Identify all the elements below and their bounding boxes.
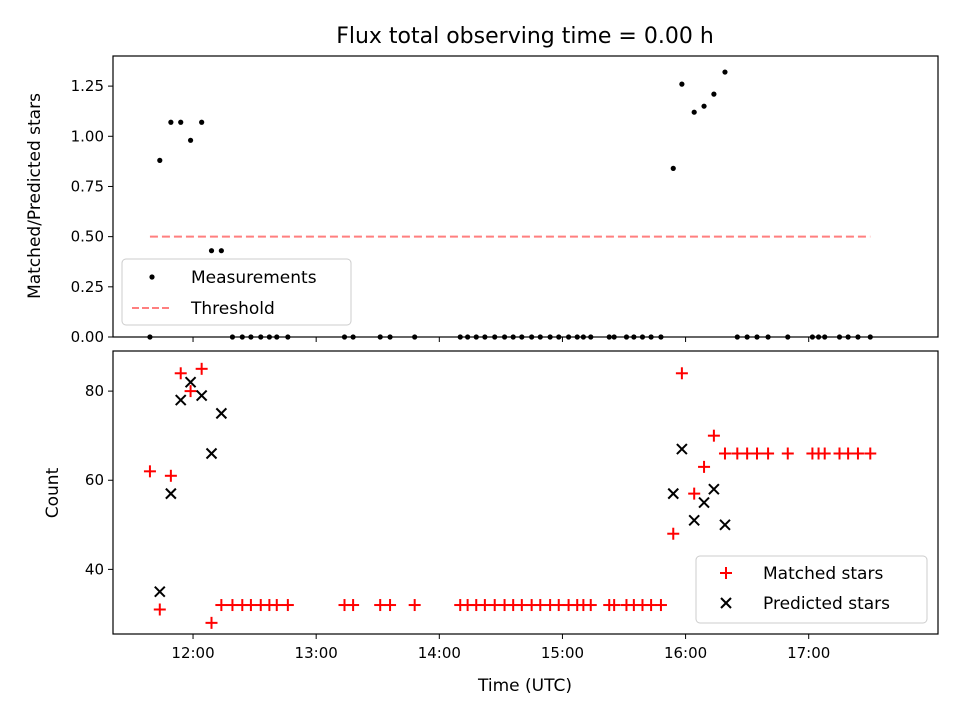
measurement-point xyxy=(187,137,194,143)
matched-star-point xyxy=(195,362,208,375)
matched-star-point xyxy=(215,599,228,612)
matched-star-point xyxy=(698,460,711,473)
legend-label-matched: Matched stars xyxy=(763,564,883,584)
x-tick-label: 15:00 xyxy=(541,644,584,662)
measurement-point xyxy=(670,165,676,171)
measurement-point xyxy=(722,69,728,75)
matched-star-point xyxy=(781,447,794,460)
predicted-star-point xyxy=(698,496,710,509)
measurement-point xyxy=(157,157,163,163)
legend-label-measurements: Measurements xyxy=(191,268,317,288)
matched-star-point xyxy=(688,487,701,500)
top-y-tick-label: 0.50 xyxy=(71,228,104,246)
predicted-star-point xyxy=(205,447,218,460)
top-y-tick-label: 0.25 xyxy=(71,278,104,296)
top-y-ticks: 0.00 0.25 0.50 0.75 1.00 1.25 xyxy=(71,77,113,346)
predicted-star-point xyxy=(676,443,688,455)
measurement-point xyxy=(691,109,697,115)
matched-star-point xyxy=(153,603,166,616)
predicted-star-point xyxy=(175,394,187,406)
matched-star-point xyxy=(675,367,688,380)
matched-star-point xyxy=(270,599,283,612)
legend-marker-predicted xyxy=(720,597,732,609)
matched-star-point xyxy=(408,599,421,612)
legend-marker-matched xyxy=(720,567,732,579)
bottom-y-tick-label: 80 xyxy=(85,382,104,400)
predicted-star-point xyxy=(708,483,720,495)
bottom-y-tick-label: 40 xyxy=(85,560,104,578)
chart-title: Flux total observing time = 0.00 h xyxy=(336,24,714,49)
predicted-star-point xyxy=(688,514,700,527)
measurement-point xyxy=(168,119,174,125)
matched-star-point xyxy=(347,599,360,612)
measurement-point xyxy=(711,91,717,97)
predicted-star-point xyxy=(165,487,177,500)
top-x-ticks xyxy=(192,337,810,342)
x-tick-label: 17:00 xyxy=(787,644,830,662)
measurement-point xyxy=(679,81,685,87)
top-legend: Measurements Threshold xyxy=(121,258,352,326)
measurement-point xyxy=(218,248,224,254)
matched-star-point xyxy=(750,447,763,460)
matched-star-point xyxy=(818,447,831,460)
bottom-x-ticks: 12:00 13:00 14:00 15:00 16:00 17:00 xyxy=(171,634,830,662)
predicted-star-point xyxy=(667,487,679,500)
matched-star-point xyxy=(864,447,877,460)
matched-star-point xyxy=(384,599,397,612)
predicted-star-point xyxy=(215,407,228,420)
bottom-legend: Matched stars Predicted stars xyxy=(695,555,928,624)
matched-star-point xyxy=(205,616,218,629)
predicted-star-point xyxy=(195,389,208,402)
top-panel: Flux total observing time = 0.00 h Match… xyxy=(25,24,939,346)
matched-star-point xyxy=(654,599,667,612)
bottom-y-axis-label: Count xyxy=(43,467,63,518)
measurement-point xyxy=(199,119,205,125)
top-y-tick-label: 1.25 xyxy=(71,77,104,95)
x-tick-label: 13:00 xyxy=(295,644,338,662)
top-y-tick-label: 1.00 xyxy=(71,127,104,145)
bottom-plot-area xyxy=(143,362,877,629)
predicted-star-point xyxy=(154,585,166,598)
bottom-y-ticks: 40 60 80 xyxy=(85,382,113,578)
bottom-axes-frame xyxy=(112,350,939,635)
legend-label-threshold: Threshold xyxy=(190,299,275,319)
matched-star-point xyxy=(281,599,294,612)
matched-star-point xyxy=(174,367,187,380)
legend-label-predicted: Predicted stars xyxy=(763,594,890,614)
matched-star-point xyxy=(184,385,197,398)
matched-star-point xyxy=(164,469,177,482)
matched-star-point xyxy=(608,599,621,612)
measurement-point xyxy=(208,248,215,254)
matched-star-point xyxy=(718,447,731,460)
matched-star-point xyxy=(667,527,680,540)
x-tick-label: 12:00 xyxy=(171,644,214,662)
x-tick-label: 16:00 xyxy=(664,644,707,662)
matched-star-point xyxy=(707,429,720,442)
matched-star-point xyxy=(762,447,775,460)
x-tick-label: 14:00 xyxy=(418,644,461,662)
x-axis-label: Time (UTC) xyxy=(477,676,572,696)
matched-star-point xyxy=(143,465,156,478)
top-y-tick-label: 0.75 xyxy=(71,177,104,195)
predicted-star-point xyxy=(719,519,731,531)
top-y-tick-label: 0.00 xyxy=(71,328,104,346)
bottom-legend-box xyxy=(695,555,928,624)
matched-star-point xyxy=(851,447,864,460)
bottom-y-tick-label: 60 xyxy=(85,471,104,489)
predicted-star-point xyxy=(184,376,197,388)
measurement-point xyxy=(701,103,707,109)
legend-marker-measurements xyxy=(149,274,155,280)
top-legend-box xyxy=(121,258,352,326)
top-axes-frame xyxy=(112,55,939,338)
matched-star-point xyxy=(584,599,597,612)
top-y-axis-label: Matched/Predicted stars xyxy=(25,93,45,299)
measurement-point xyxy=(178,119,184,125)
